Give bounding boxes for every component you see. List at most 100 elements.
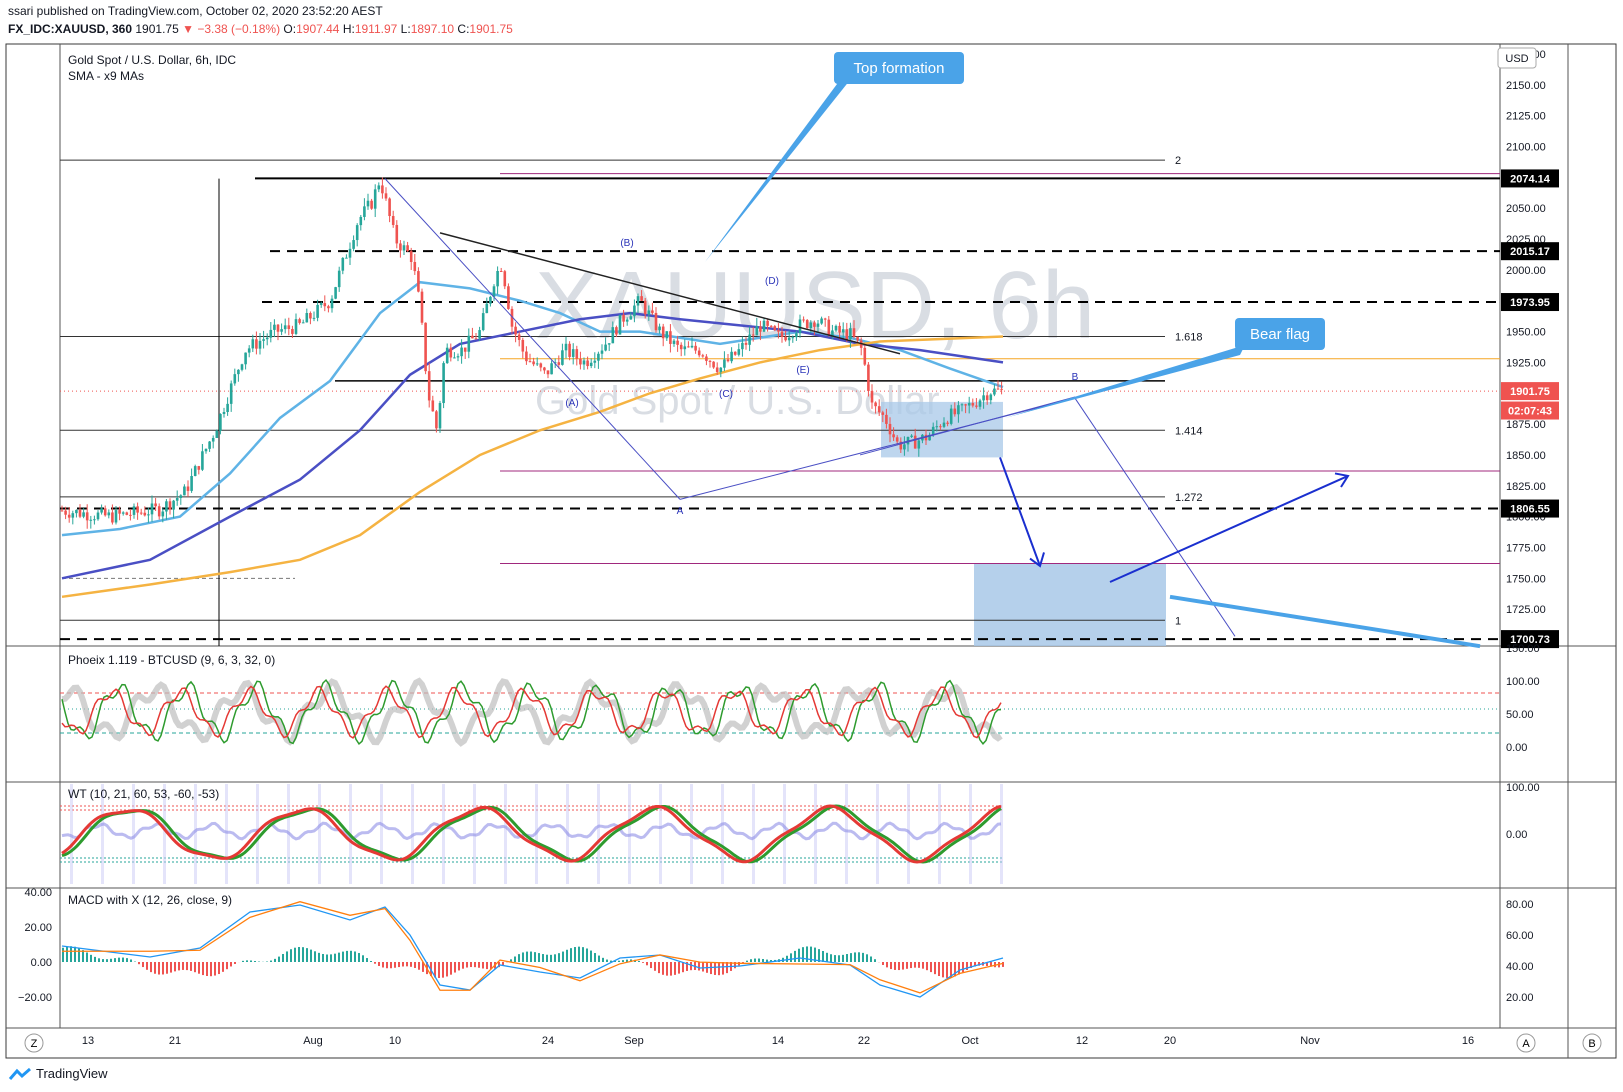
candle-body (755, 326, 759, 336)
candle-body (697, 350, 701, 356)
candle-body (157, 506, 161, 517)
candle-body (823, 318, 827, 320)
candle-body (258, 340, 262, 349)
change-value: −3.38 (−0.18%) (197, 22, 281, 36)
wt-signal-bar (845, 784, 848, 884)
candle-body (247, 348, 251, 353)
price-badge-label: 02:07:43 (1508, 406, 1552, 418)
candle-body (183, 486, 186, 496)
macd-bar (390, 962, 392, 969)
candle-body (384, 193, 388, 199)
macd-bar (990, 962, 992, 967)
macd-bar (322, 953, 324, 962)
wt-signal-bar (1000, 784, 1003, 884)
pane-tick: 20.00 (1506, 992, 1534, 1004)
candle-body (784, 336, 787, 341)
candle-body (449, 347, 453, 358)
macd-bar (638, 960, 640, 962)
macd-bar (666, 962, 668, 976)
log-scale-button[interactable] (1582, 1033, 1602, 1053)
ma-orange (61, 335, 1004, 599)
candle-body (589, 362, 593, 367)
log-scale-label[interactable]: B (1588, 1038, 1595, 1050)
macd-bar (346, 950, 348, 962)
phoenix-green (61, 678, 1002, 746)
candle-body (856, 336, 859, 341)
currency-button[interactable] (1497, 47, 1537, 69)
macd-bar (766, 959, 768, 962)
macd-bar (886, 962, 888, 968)
candle-body (373, 189, 377, 209)
zoom-label[interactable]: Z (31, 1038, 38, 1050)
auto-scale-button[interactable] (1516, 1033, 1536, 1053)
price-tick: 2150.00 (1506, 80, 1546, 92)
candle-body (445, 347, 449, 364)
candle-body (424, 322, 427, 372)
candle-body (611, 327, 615, 344)
macd-bar (946, 962, 948, 978)
macd-bar (178, 962, 180, 971)
macd-bar (838, 955, 840, 962)
macd-bar (726, 962, 728, 974)
candle-body (640, 296, 643, 301)
auto-scale-label[interactable]: A (1522, 1038, 1530, 1050)
candle-body (604, 344, 607, 351)
time-tick: Sep (624, 1035, 644, 1047)
candle-body (607, 343, 611, 345)
candle-body (730, 351, 733, 362)
macd-bar (418, 962, 420, 970)
pane-tick: 50.00 (1506, 709, 1534, 721)
candle-body (143, 512, 147, 516)
macd-bar (930, 962, 932, 973)
candle-body (618, 314, 622, 335)
candle-body (370, 200, 373, 209)
candle-body (744, 342, 748, 345)
candle-body (201, 451, 204, 470)
macd-bar (622, 960, 624, 962)
macd-bar (522, 952, 524, 962)
candle-body (535, 363, 539, 365)
macd-bar (490, 962, 492, 970)
price-badge (1501, 293, 1559, 312)
brand-label: TradingView (36, 1066, 108, 1081)
candle-body (571, 349, 575, 357)
wt-signal-bar (938, 784, 941, 884)
time-tick: 10 (389, 1035, 401, 1047)
price-badge-label: 1973.95 (1510, 297, 1550, 309)
time-tick: 20 (1164, 1035, 1176, 1047)
candle-body (93, 519, 96, 521)
flag-zone (881, 401, 1003, 458)
fib-label: 1 (1175, 615, 1181, 627)
macd-bar (850, 953, 852, 962)
zoom-button[interactable] (24, 1033, 44, 1053)
macd-bar (558, 953, 560, 962)
time-axis: 13 21 Aug 10 24 Sep 14 22 Oct 12 20 Nov 16 (82, 1035, 1474, 1047)
fib-label: 2 (1175, 155, 1181, 167)
footer-brand[interactable]: TradingView (8, 1066, 108, 1081)
macd-bar (90, 954, 92, 962)
candle-body (136, 506, 139, 513)
candle-body (816, 323, 820, 327)
candle-body (892, 434, 895, 438)
candle-body (708, 360, 712, 362)
candle-body (874, 402, 877, 407)
candle-body (85, 512, 89, 521)
macd-bar (294, 947, 296, 962)
wt-red (61, 804, 1002, 864)
macd-bar (562, 951, 564, 962)
pane-tick: 80.00 (1506, 899, 1534, 911)
candle-body (996, 388, 1000, 390)
candle-body (75, 509, 78, 514)
macd-bar (478, 962, 480, 968)
candle-body (831, 330, 834, 336)
candle-body (885, 414, 888, 424)
time-tick: 21 (169, 1035, 181, 1047)
candle-body (334, 287, 337, 299)
candle-body (870, 390, 874, 403)
price-badge-label: 1700.73 (1510, 634, 1550, 646)
candle-body (172, 500, 175, 510)
candle-body (654, 312, 658, 331)
macd-bar (762, 958, 764, 962)
currency-label[interactable]: USD (1505, 53, 1528, 65)
